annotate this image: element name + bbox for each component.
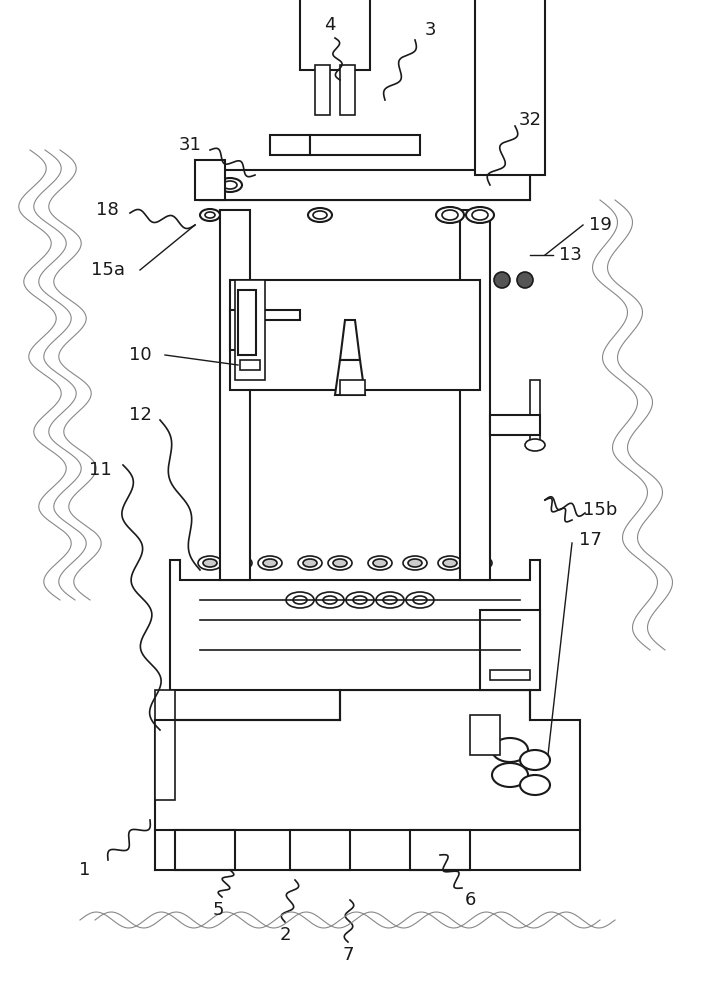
Text: 10: 10 (129, 346, 152, 364)
Ellipse shape (353, 596, 367, 604)
Text: 6: 6 (465, 891, 476, 909)
Bar (175, 830, 235, 870)
Ellipse shape (438, 556, 462, 570)
Bar (490, 415, 540, 435)
Polygon shape (230, 310, 300, 350)
Ellipse shape (258, 556, 282, 570)
Bar (480, 610, 540, 690)
Ellipse shape (442, 210, 458, 220)
Ellipse shape (413, 596, 427, 604)
Polygon shape (340, 320, 360, 360)
Bar (340, 65, 355, 115)
Text: 5: 5 (212, 901, 223, 919)
Bar (238, 290, 256, 355)
Ellipse shape (525, 439, 545, 451)
Ellipse shape (333, 559, 347, 567)
Bar (300, 0, 370, 70)
Polygon shape (155, 690, 175, 800)
Ellipse shape (383, 596, 397, 604)
Bar (270, 135, 310, 155)
Ellipse shape (203, 559, 217, 567)
Text: 15b: 15b (583, 501, 617, 519)
Ellipse shape (228, 556, 252, 570)
Ellipse shape (368, 556, 392, 570)
Text: 17: 17 (579, 531, 601, 549)
Bar (195, 160, 225, 200)
Text: 18: 18 (96, 201, 118, 219)
Ellipse shape (520, 775, 550, 795)
Ellipse shape (436, 207, 464, 223)
Ellipse shape (468, 556, 492, 570)
Ellipse shape (517, 272, 533, 288)
Bar (240, 360, 260, 370)
Bar (490, 670, 530, 680)
Polygon shape (155, 690, 580, 830)
Bar (310, 135, 420, 155)
Text: 15a: 15a (91, 261, 125, 279)
Bar (530, 380, 540, 440)
Ellipse shape (303, 559, 317, 567)
Ellipse shape (492, 738, 528, 762)
Ellipse shape (520, 750, 550, 770)
Text: 1: 1 (79, 861, 91, 879)
Ellipse shape (286, 592, 314, 608)
Ellipse shape (443, 559, 457, 567)
Bar (200, 170, 530, 200)
Ellipse shape (472, 210, 488, 220)
Text: 13: 13 (558, 246, 582, 264)
Text: 32: 32 (518, 111, 541, 129)
Ellipse shape (233, 559, 247, 567)
Bar (230, 280, 480, 390)
Text: 11: 11 (89, 461, 111, 479)
Bar (470, 715, 500, 755)
Polygon shape (335, 360, 365, 395)
Ellipse shape (494, 272, 510, 288)
Polygon shape (170, 560, 540, 690)
Polygon shape (200, 165, 530, 200)
Bar (340, 380, 365, 395)
Ellipse shape (403, 556, 427, 570)
Ellipse shape (263, 559, 277, 567)
Bar (235, 280, 265, 380)
Bar (290, 830, 350, 870)
Text: 31: 31 (178, 136, 202, 154)
Ellipse shape (313, 211, 327, 219)
Bar (410, 830, 470, 870)
Bar (220, 210, 250, 580)
Text: 19: 19 (589, 216, 611, 234)
Text: 3: 3 (424, 21, 436, 39)
Text: 12: 12 (128, 406, 152, 424)
Ellipse shape (408, 559, 422, 567)
Text: 4: 4 (324, 16, 336, 34)
Ellipse shape (473, 559, 487, 567)
Bar (475, 0, 545, 175)
Text: 2: 2 (279, 926, 290, 944)
Ellipse shape (406, 592, 434, 608)
Ellipse shape (200, 209, 220, 221)
Ellipse shape (316, 592, 344, 608)
Ellipse shape (466, 207, 494, 223)
Ellipse shape (492, 763, 528, 787)
Ellipse shape (293, 596, 307, 604)
Ellipse shape (298, 556, 322, 570)
Ellipse shape (373, 559, 387, 567)
Ellipse shape (328, 556, 352, 570)
Ellipse shape (308, 208, 332, 222)
Bar (315, 65, 330, 115)
Ellipse shape (223, 181, 237, 189)
Ellipse shape (346, 592, 374, 608)
Bar (460, 210, 490, 580)
Ellipse shape (205, 212, 215, 218)
Ellipse shape (376, 592, 404, 608)
Ellipse shape (198, 556, 222, 570)
Ellipse shape (323, 596, 337, 604)
Ellipse shape (218, 178, 242, 192)
Text: 7: 7 (342, 946, 354, 964)
